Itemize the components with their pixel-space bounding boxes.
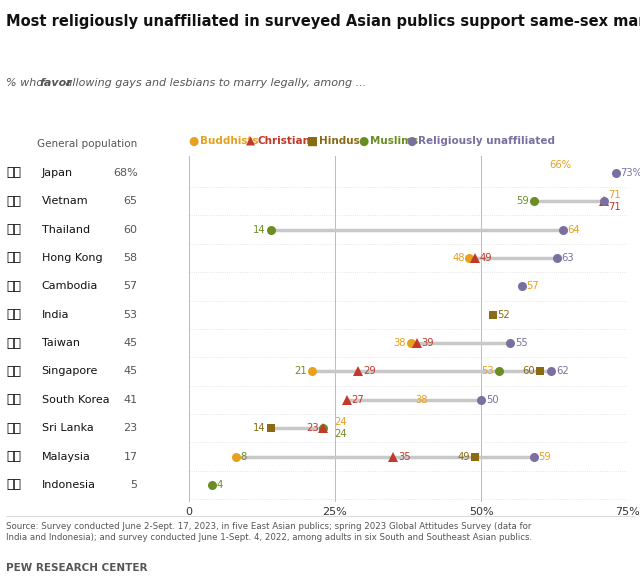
Text: 29: 29	[363, 366, 376, 376]
Text: 50: 50	[486, 395, 499, 405]
Text: 59: 59	[516, 196, 529, 206]
Text: Buddhists: Buddhists	[200, 136, 259, 147]
Text: 35: 35	[398, 452, 411, 462]
Text: 45: 45	[124, 338, 138, 348]
Text: 🇰🇭: 🇰🇭	[6, 280, 21, 293]
Text: India: India	[42, 310, 69, 320]
Text: 63: 63	[562, 253, 574, 263]
Text: Japan: Japan	[42, 168, 73, 178]
Text: ●: ●	[406, 135, 417, 148]
Text: 24: 24	[334, 417, 346, 427]
Text: 53: 53	[124, 310, 138, 320]
Text: 🇯🇵: 🇯🇵	[6, 166, 21, 179]
Text: 62: 62	[556, 366, 568, 376]
Text: 24: 24	[334, 429, 346, 440]
Text: 71: 71	[609, 203, 621, 212]
Text: 14: 14	[253, 423, 266, 433]
Text: 39: 39	[422, 338, 434, 348]
Text: 5: 5	[131, 480, 138, 490]
Text: 48: 48	[452, 253, 465, 263]
Text: Source: Survey conducted June 2-Sept. 17, 2023, in five East Asian publics; spri: Source: Survey conducted June 2-Sept. 17…	[6, 522, 532, 542]
Text: 🇰🇷: 🇰🇷	[6, 394, 21, 406]
Text: 🇲🇾: 🇲🇾	[6, 450, 21, 463]
Text: 66%: 66%	[550, 160, 572, 170]
Text: 🇹🇭: 🇹🇭	[6, 223, 21, 236]
Text: 🇹🇼: 🇹🇼	[6, 336, 21, 350]
Text: Christians: Christians	[258, 136, 317, 147]
Text: Indonesia: Indonesia	[42, 480, 95, 490]
Text: 🇭🇰: 🇭🇰	[6, 252, 21, 264]
Text: 23: 23	[306, 423, 319, 433]
Text: Most religiously unaffiliated in surveyed Asian publics support same-sex marriag: Most religiously unaffiliated in surveye…	[6, 14, 640, 29]
Text: ▲: ▲	[246, 135, 255, 148]
Text: 49: 49	[458, 452, 470, 462]
Text: 55: 55	[515, 338, 528, 348]
Text: Taiwan: Taiwan	[42, 338, 79, 348]
Text: 64: 64	[568, 224, 580, 235]
Text: ■: ■	[307, 135, 318, 148]
Text: 58: 58	[124, 253, 138, 263]
Text: 🇻🇳: 🇻🇳	[6, 194, 21, 208]
Text: 4: 4	[217, 480, 223, 490]
Text: 27: 27	[351, 395, 364, 405]
Text: Vietnam: Vietnam	[42, 196, 88, 206]
Text: 60: 60	[522, 366, 535, 376]
Text: 🇱🇰: 🇱🇰	[6, 422, 21, 434]
Text: 🇮🇩: 🇮🇩	[6, 478, 21, 492]
Text: Malaysia: Malaysia	[42, 452, 90, 462]
Text: 52: 52	[497, 310, 510, 320]
Text: PEW RESEARCH CENTER: PEW RESEARCH CENTER	[6, 563, 148, 572]
Text: 41: 41	[124, 395, 138, 405]
Text: General population: General population	[37, 139, 138, 149]
Text: 17: 17	[124, 452, 138, 462]
Text: % who: % who	[6, 78, 47, 88]
Text: Hong Kong: Hong Kong	[42, 253, 102, 263]
Text: 21: 21	[294, 366, 307, 376]
Text: 49: 49	[480, 253, 493, 263]
Text: Thailand: Thailand	[42, 224, 90, 235]
Text: 8: 8	[240, 452, 246, 462]
Text: 45: 45	[124, 366, 138, 376]
Text: Cambodia: Cambodia	[42, 282, 98, 291]
Text: 🇸🇬: 🇸🇬	[6, 365, 21, 378]
Text: 🇮🇳: 🇮🇳	[6, 308, 21, 321]
Text: favor: favor	[40, 78, 72, 88]
Text: 60: 60	[124, 224, 138, 235]
Text: 73%: 73%	[620, 168, 640, 178]
Text: 71: 71	[609, 190, 621, 200]
Text: Singapore: Singapore	[42, 366, 98, 376]
Text: 23: 23	[124, 423, 138, 433]
Text: Sri Lanka: Sri Lanka	[42, 423, 93, 433]
Text: 14: 14	[253, 224, 266, 235]
Text: 57: 57	[527, 282, 540, 291]
Text: 53: 53	[481, 366, 494, 376]
Text: ●: ●	[358, 135, 369, 148]
Text: Muslims: Muslims	[370, 136, 418, 147]
Text: South Korea: South Korea	[42, 395, 109, 405]
Text: 38: 38	[394, 338, 406, 348]
Text: allowing gays and lesbians to marry legally, among ...: allowing gays and lesbians to marry lega…	[62, 78, 366, 88]
Text: 65: 65	[124, 196, 138, 206]
Text: 57: 57	[124, 282, 138, 291]
Text: 38: 38	[415, 395, 428, 405]
Text: 59: 59	[538, 452, 551, 462]
Text: 68%: 68%	[113, 168, 138, 178]
Text: Religiously unaffiliated: Religiously unaffiliated	[418, 136, 555, 147]
Text: ●: ●	[189, 135, 199, 148]
Text: Hindus: Hindus	[319, 136, 360, 147]
